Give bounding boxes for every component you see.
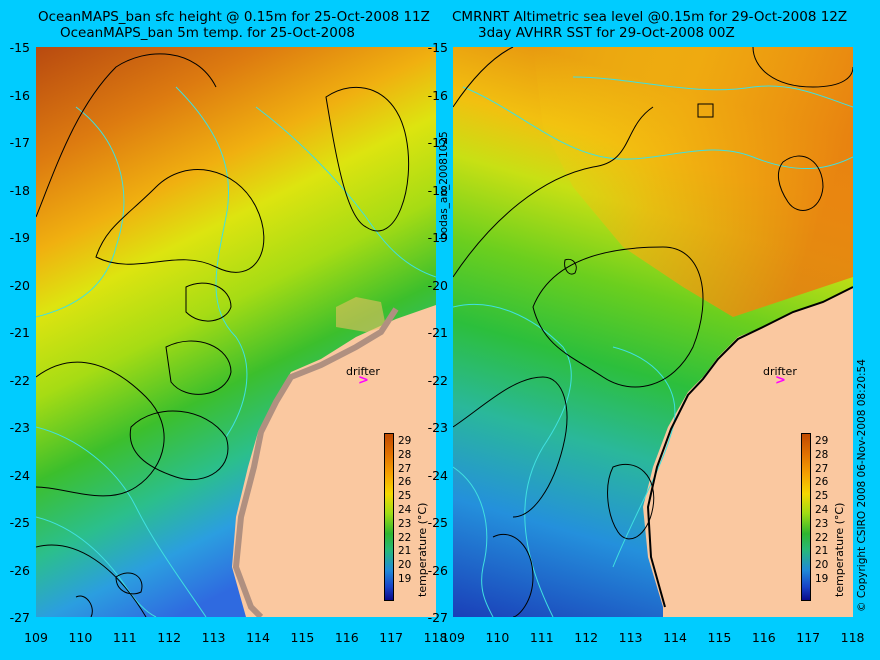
y-tick-label: -27 [9,610,30,625]
left-title-line2: OceanMAPS_ban 5m temp. for 25-Oct-2008 [60,25,355,41]
y-tick-label: -20 [427,277,448,293]
x-tick-label: 115 [290,630,315,645]
x-tick-label: 110 [485,630,510,645]
y-tick-label: -15 [427,40,448,55]
y-tick-label: -16 [9,87,30,103]
right-cbar-tick: 22 [815,531,829,544]
right-cbar-tick: 24 [815,503,829,516]
x-tick-label: 118 [840,630,865,645]
y-tick-label: -22 [9,372,30,388]
y-tick-label: -19 [9,230,30,245]
y-tick-label: -26 [9,562,30,578]
y-tick-label: -22 [427,372,448,388]
left-cbar-tick: 26 [398,476,412,489]
y-tick-label: -26 [427,562,448,578]
x-tick-label: 116 [751,630,776,645]
left-cbar-tick: 20 [398,559,412,572]
y-tick-label: -21 [427,325,448,340]
x-tick-label: 115 [707,630,732,645]
right-cbar-tick: 28 [815,448,829,461]
right-title-line1: CMRNRT Altimetric sea level @0.15m for 2… [452,9,848,25]
run-id-label: bodas_an_20081025 [438,131,450,240]
left-title-line1: OceanMAPS_ban sfc height @ 0.15m for 25-… [38,9,430,25]
x-tick-label: 109 [24,630,48,645]
left-cbar-tick: 21 [398,545,412,558]
right-colorbar-ticks: 29 28 27 26 25 24 23 22 21 20 19 [815,435,828,587]
x-tick-label: 116 [334,630,359,645]
x-tick-label: 117 [796,630,821,645]
right-cbar-tick: 20 [815,559,829,572]
y-tick-label: -19 [427,230,448,245]
right-colorbar-label: temperature (°C) [833,502,846,597]
right-title-line2: 3day AVHRR SST for 29-Oct-2008 00Z [478,25,735,41]
left-cbar-tick: 23 [398,517,412,530]
x-tick-label: 112 [574,630,599,645]
right-cbar-tick: 25 [815,490,829,503]
right-cbar-tick: 23 [815,517,829,530]
y-tick-label: -23 [9,420,30,435]
left-cbar-tick: 29 [398,435,412,447]
y-tick-label: -15 [9,40,30,55]
y-tick-label: -24 [427,467,448,483]
left-map-svg [36,47,436,617]
x-tick-label: 114 [246,630,270,645]
x-tick-label: 112 [157,630,182,645]
left-cbar-tick: 24 [398,503,412,516]
x-tick-label: 111 [112,630,137,645]
left-cbar-tick: 27 [398,462,412,475]
y-tick-label: -24 [9,467,30,483]
left-map-panel: drifter > 29 28 27 26 25 24 23 22 21 20 … [36,47,436,617]
left-drifter-label: drifter [346,365,380,378]
y-tick-label: -25 [9,515,30,530]
left-cbar-tick: 25 [398,490,412,503]
x-tick-label: 111 [529,630,554,645]
x-tick-label: 118 [423,630,448,645]
y-tick-label: -17 [9,135,30,150]
left-cbar-tick: 22 [398,531,412,544]
right-cbar-tick: 21 [815,545,829,558]
left-drifter-marker: > [358,373,369,388]
right-cbar-tick: 19 [815,572,829,585]
right-cbar-tick: 27 [815,462,829,475]
y-tick-label: -20 [9,277,30,293]
x-tick-label: 113 [201,630,226,645]
y-tick-label: -18 [9,182,30,198]
right-drifter-marker: > [775,373,786,388]
left-colorbar [384,433,394,601]
right-map-svg [453,47,853,617]
x-tick-label: 109 [441,630,465,645]
x-tick-label: 114 [663,630,687,645]
y-tick-label: -17 [427,135,448,150]
right-cbar-tick: 29 [815,435,829,447]
x-tick-label: 113 [618,630,643,645]
left-colorbar-ticks: 29 28 27 26 25 24 23 22 21 20 19 [398,435,411,587]
y-tick-label: -21 [9,325,30,340]
right-colorbar [801,433,811,601]
y-tick-label: -25 [427,515,448,530]
y-tick-label: -18 [427,182,448,198]
left-cbar-tick: 19 [398,572,412,585]
x-tick-label: 110 [68,630,93,645]
right-map-panel: drifter > 29 28 27 26 25 24 23 22 21 20 … [453,47,853,617]
right-drifter-label: drifter [763,365,797,378]
right-cbar-tick: 26 [815,476,829,489]
x-tick-label: 117 [379,630,404,645]
copyright-label: © Copyright CSIRO 2008 06-Nov-2008 08:20… [856,359,868,612]
left-cbar-tick: 28 [398,448,412,461]
y-tick-label: -27 [427,610,448,625]
y-tick-label: -16 [427,87,448,103]
y-tick-label: -23 [427,420,448,435]
